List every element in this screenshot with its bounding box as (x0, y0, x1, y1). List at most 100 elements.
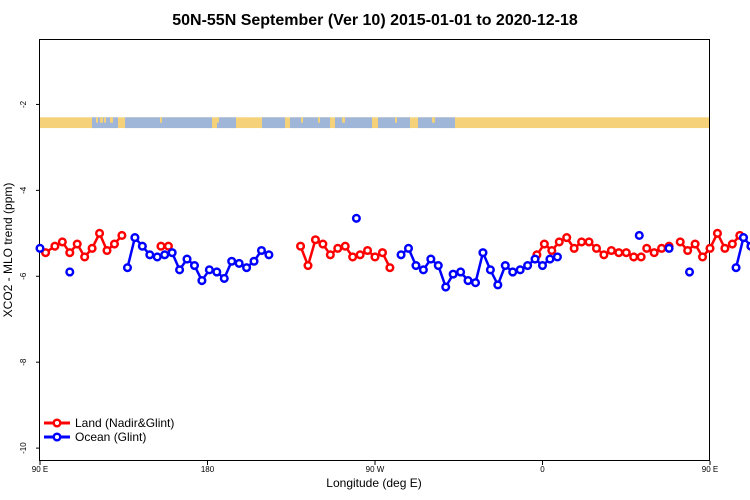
series-land-point (156, 241, 166, 251)
y-tick-label: -10 (19, 442, 28, 454)
series-land-point (95, 228, 105, 238)
series-ocean-point (515, 265, 525, 275)
series-ocean-point (470, 278, 481, 288)
series-ocean-point (152, 252, 162, 262)
series-land-point (87, 243, 97, 253)
mask-band-ocean-7 (418, 117, 455, 129)
series-land-point (303, 260, 313, 271)
series-ocean-point (485, 265, 495, 275)
series-ocean (35, 213, 750, 292)
series-ocean-point (212, 267, 222, 277)
series-ocean-point (204, 265, 214, 275)
series-ocean-point (731, 263, 741, 273)
series-land-point (163, 241, 173, 251)
series-ocean-point (411, 260, 421, 271)
mask-band-ocean-4 (290, 117, 330, 129)
series-ocean-point (189, 260, 200, 271)
series-ocean-point (130, 233, 140, 243)
series-ocean-point (552, 252, 562, 262)
series-ocean-point (738, 233, 749, 243)
series-ocean-point (65, 267, 75, 277)
y-axis-label: XCO2 - MLO trend (ppm) (1, 183, 15, 318)
series-ocean-point (227, 256, 237, 266)
series-ocean-point (137, 241, 147, 251)
series-ocean-point (167, 248, 177, 258)
series-ocean-point (242, 263, 252, 273)
x-tick-label: 90 W (366, 465, 385, 474)
series-ocean-point (219, 273, 229, 283)
series-land-point (698, 252, 708, 262)
y-axis: -2 -4 -6 -8 -10 (19, 100, 40, 454)
series-land-point (649, 248, 659, 258)
series-land-point (554, 237, 564, 247)
series-ocean-point (448, 269, 458, 279)
series-land-point (720, 243, 730, 253)
series-ocean-point (35, 243, 45, 253)
mask-band-land-bit-2 (104, 117, 106, 123)
series-ocean-point (523, 260, 533, 271)
series-land-point (606, 245, 616, 256)
series-land-point (333, 243, 343, 253)
x-tick-label: 0 (540, 465, 545, 474)
series-land-point (569, 243, 579, 253)
series-land-point (599, 250, 609, 260)
series-land-point (370, 252, 380, 262)
series-land-point (547, 245, 557, 256)
series-ocean-point (493, 280, 503, 290)
series-land-point (355, 250, 365, 260)
legend-marker-ocean (52, 432, 62, 442)
series-land-point (562, 233, 572, 243)
series-land-point (385, 263, 395, 273)
series-ocean-point (478, 248, 488, 258)
x-tick-label: 90 E (702, 465, 718, 474)
series-ocean-point (351, 213, 361, 223)
y-tick-label: -6 (19, 272, 28, 280)
series-ocean-point (256, 245, 267, 256)
mask-band-ocean-3 (262, 117, 285, 129)
series-ocean-point (403, 243, 414, 253)
series-ocean-point (441, 282, 451, 292)
series-land-point (705, 243, 715, 253)
x-axis-label: Longitude (deg E) (326, 476, 421, 490)
land-ocean-mask-band (40, 117, 710, 129)
series-ocean-point (456, 267, 466, 277)
y-tick-label: -4 (19, 186, 28, 194)
x-tick-label: 90 E (32, 465, 48, 474)
series-land-point (690, 239, 700, 249)
mask-band-land-bit-7 (301, 117, 303, 123)
series-land-point (642, 243, 652, 253)
series-ocean-point (545, 254, 555, 264)
series-land-point (325, 250, 335, 260)
series-ocean-point (249, 256, 259, 266)
x-axis: 90 E 180 90 W 0 90 E (32, 461, 718, 474)
series-land-point (621, 248, 631, 258)
series-ocean-point (433, 260, 443, 271)
series-ocean-point (664, 243, 674, 253)
series-ocean-point (500, 260, 510, 271)
series-land-point (41, 248, 51, 258)
series-ocean-point (684, 267, 695, 277)
series-land-point (629, 252, 639, 262)
series-land-point (539, 239, 549, 249)
series-land-point (318, 239, 328, 249)
series-land-point (363, 245, 373, 256)
y-tick-label: -8 (19, 358, 28, 366)
series-land-point (712, 228, 722, 238)
mask-band-ocean-1 (125, 117, 212, 129)
series-ocean-point (145, 250, 155, 260)
series-ocean-point (463, 276, 473, 286)
x-tick-label: 180 (201, 465, 215, 474)
series-land-point (310, 235, 320, 245)
series-land-point (117, 230, 127, 241)
mask-band-ocean-5 (335, 117, 372, 129)
series-ocean-point (264, 250, 274, 260)
series-ocean-line (400, 247, 558, 289)
series-ocean-point (418, 265, 428, 275)
series-ocean-point (160, 250, 170, 260)
mask-band-ocean-2 (217, 117, 236, 129)
series-land-point (636, 252, 646, 262)
series-land-point (50, 241, 60, 251)
y-tick-label: -2 (19, 100, 28, 108)
mask-band-ocean-6 (378, 117, 410, 129)
mask-band-land-bit-1 (100, 117, 103, 123)
